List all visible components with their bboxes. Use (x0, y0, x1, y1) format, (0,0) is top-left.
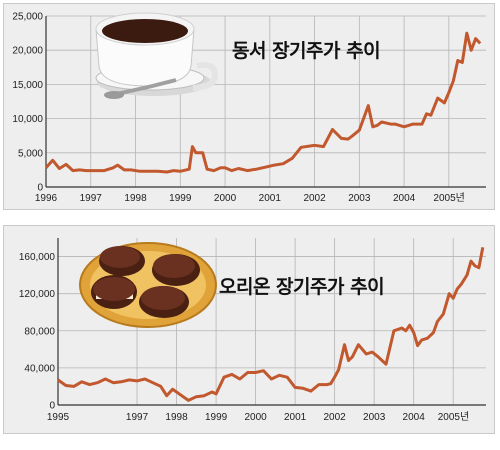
chart-title: 동서 장기주가 추이 (232, 40, 381, 62)
y-tick-label: 120,000 (19, 289, 56, 300)
x-tick-label: 2003 (363, 412, 386, 423)
x-tick-label: 2001 (284, 412, 307, 423)
y-tick-label: 15,000 (12, 80, 43, 91)
y-tick-label: 5,000 (18, 148, 43, 159)
y-tick-label: 0 (49, 401, 55, 412)
coffee-cup-icon (95, 12, 219, 99)
chart-title: 오리온 장기주가 추이 (219, 276, 385, 298)
chart-panel-dongsuh: 0 5,000 10,000 15,000 20,000 25,000 1996 1997 19… (3, 3, 495, 210)
x-tick-label: 1996 (35, 193, 58, 204)
x-tick-label: 2004 (403, 412, 426, 423)
x-tick-label: 1998 (124, 193, 147, 204)
x-tick-label: 2000 (244, 412, 267, 423)
x-tick-label: 1999 (169, 193, 192, 204)
x-tick-label: 1997 (80, 193, 103, 204)
chart-panel-orion: 0 40,000 80,000 120,000 160,000 1995 1997 1998 1… (3, 225, 495, 434)
x-tick-label: 2003 (348, 193, 371, 204)
choco-pie-plate-icon (79, 242, 217, 328)
y-tick-label: 160,000 (19, 252, 56, 263)
x-tick-label: 1998 (165, 412, 188, 423)
x-tick-label: 2004 (393, 193, 416, 204)
x-tick-label: 1995 (47, 412, 70, 423)
x-tick-label: 2000 (214, 193, 237, 204)
x-tick-label: 2005년 (433, 192, 464, 204)
y-tick-label: 40,000 (24, 363, 55, 374)
x-tick-label: 2002 (303, 193, 326, 204)
x-tick-label: 2001 (259, 193, 282, 204)
x-tick-label: 1999 (205, 412, 228, 423)
y-tick-label: 0 (37, 183, 43, 194)
x-tick-label: 2002 (324, 412, 347, 423)
y-tick-label: 20,000 (12, 46, 43, 57)
x-tick-label: 2005년 (438, 411, 469, 423)
chart-orion: 0 40,000 80,000 120,000 160,000 1995 1997 1998 1… (19, 238, 486, 423)
y-tick-label: 25,000 (12, 12, 43, 23)
y-tick-label: 80,000 (24, 326, 55, 337)
series-line (57, 247, 485, 402)
series-line (44, 31, 482, 174)
x-tick-label: 1997 (126, 412, 149, 423)
chart-dongsuh: 0 5,000 10,000 15,000 20,000 25,000 1996 1997 19… (12, 12, 486, 204)
y-tick-label: 10,000 (12, 114, 43, 125)
